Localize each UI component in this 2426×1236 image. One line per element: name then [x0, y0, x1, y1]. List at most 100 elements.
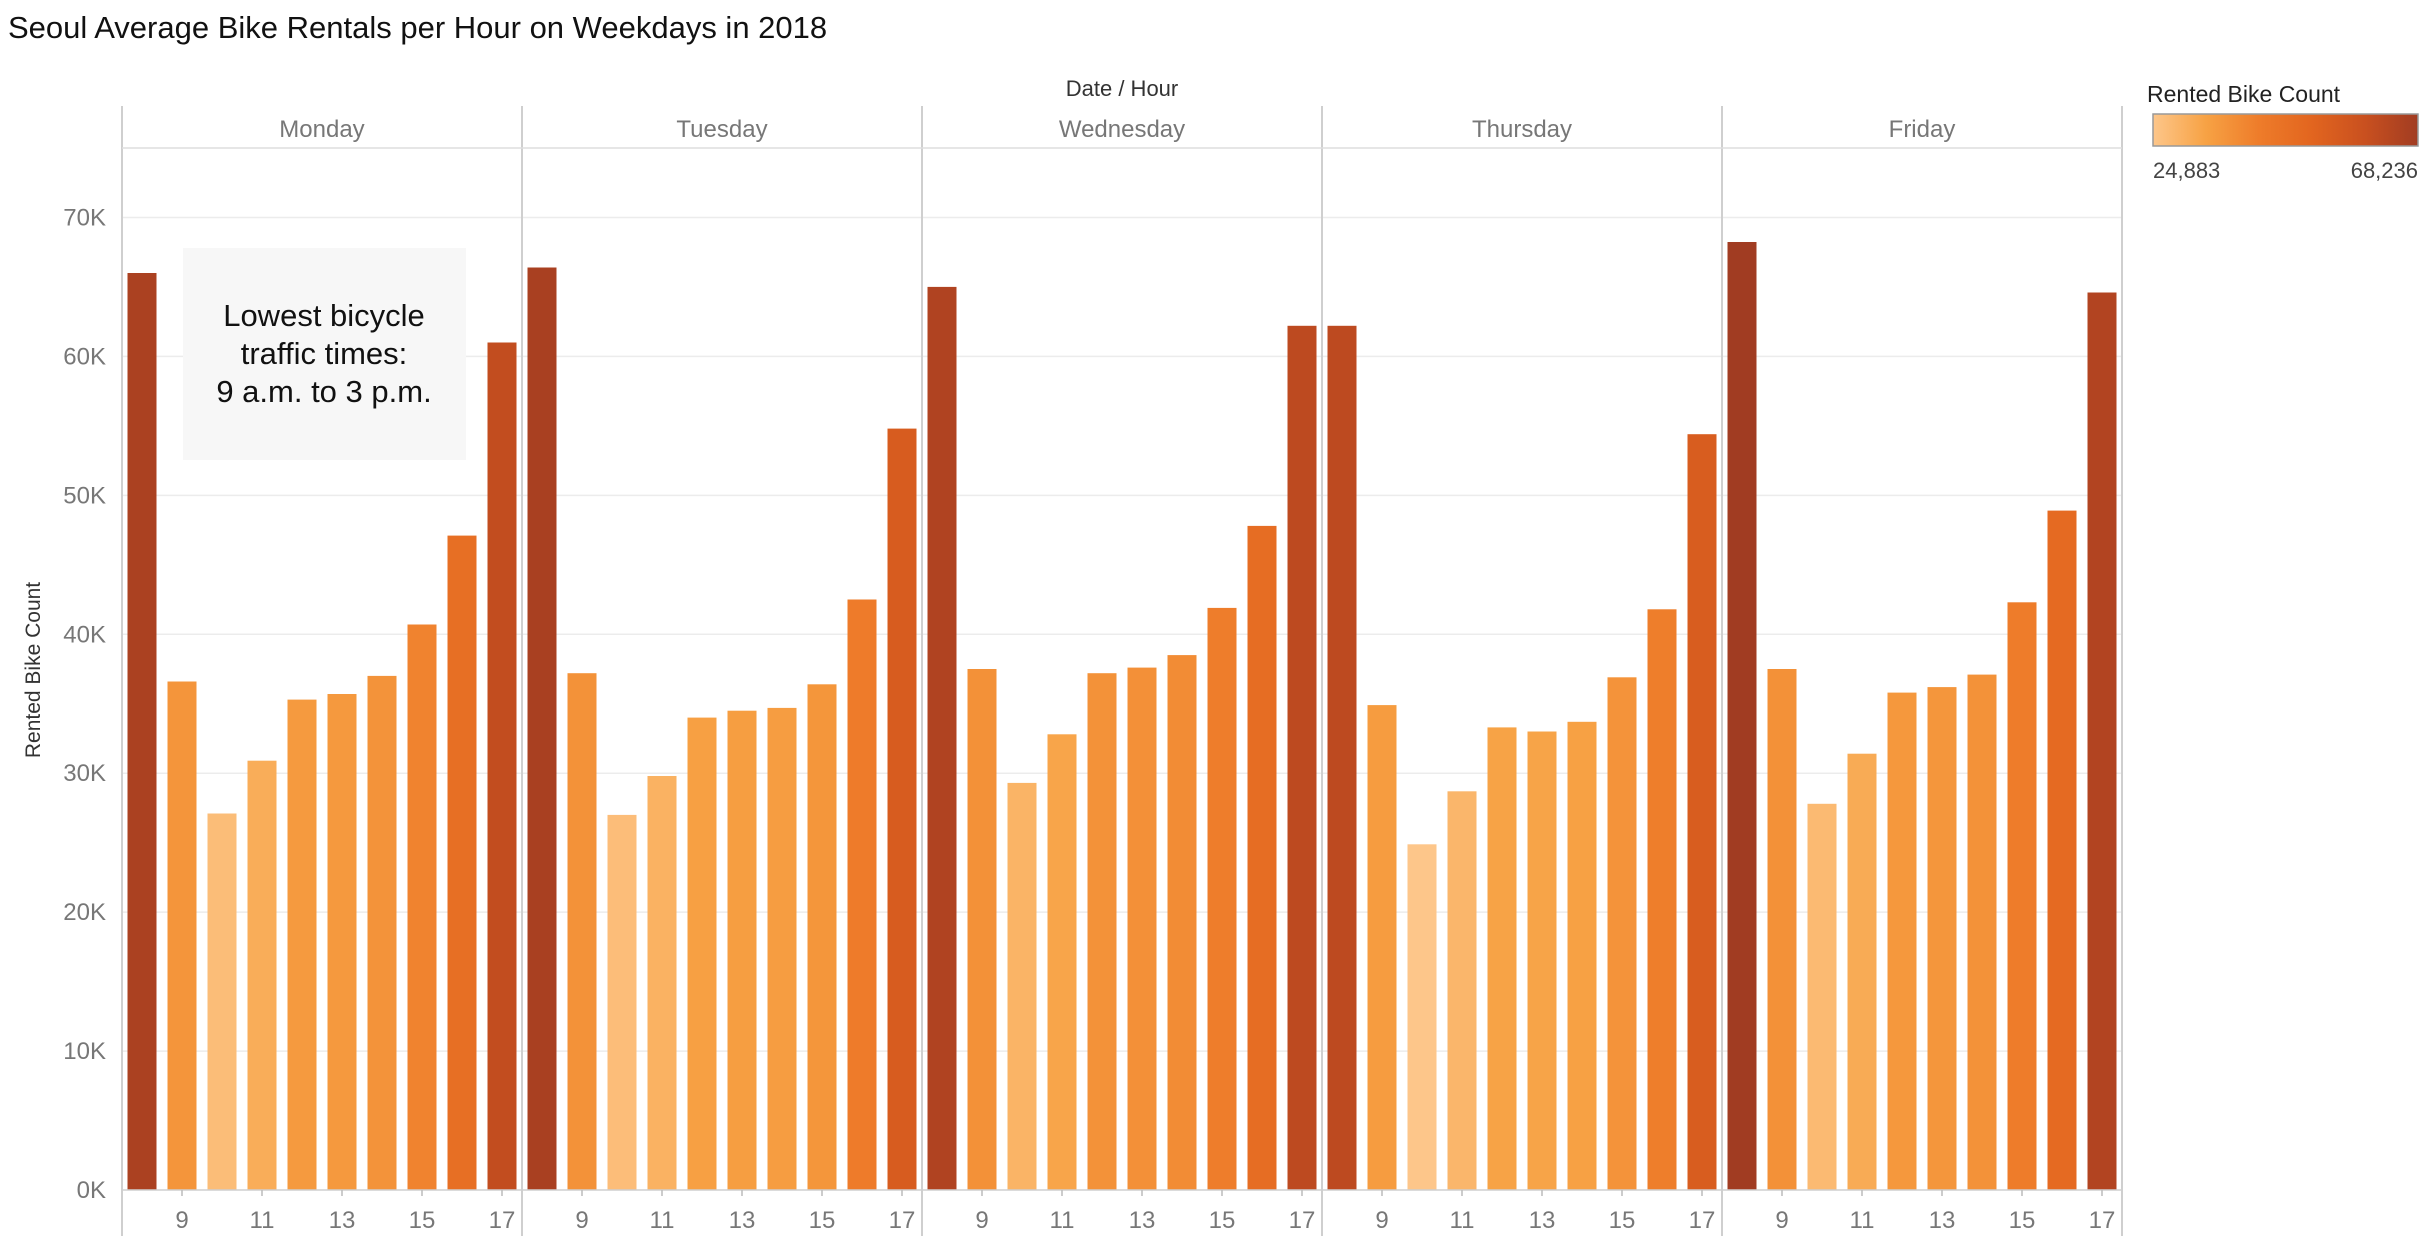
bar	[1927, 687, 1957, 1190]
x-tick-label: 13	[1529, 1207, 1556, 1234]
x-tick-label: 9	[175, 1207, 188, 1234]
x-tick-label: 9	[1375, 1207, 1388, 1234]
bar	[647, 776, 677, 1190]
y-tick-label: 20K	[63, 899, 106, 926]
x-tick-label: 15	[809, 1207, 836, 1234]
y-tick-label: 0K	[77, 1177, 106, 1204]
legend-color-ramp	[2152, 113, 2419, 147]
panel-header-friday: Friday	[1889, 116, 1956, 143]
bar	[687, 717, 717, 1190]
y-tick-label: 70K	[63, 204, 106, 231]
axis-ticks: 0K 10K 20K 30K 40K 50K 60K 70K 9 11 13 15 17 Monday 9 1…	[63, 116, 2115, 1234]
bar	[1287, 325, 1317, 1190]
chart-title: Seoul Average Bike Rentals per Hour on W…	[8, 10, 828, 45]
bar	[1127, 667, 1157, 1190]
column-header: Date / Hour	[1066, 76, 1179, 101]
bar	[2047, 510, 2077, 1191]
y-tick-label: 60K	[63, 343, 106, 370]
x-tick-label: 11	[250, 1207, 275, 1234]
bar	[1407, 844, 1437, 1190]
x-tick-label: 9	[575, 1207, 588, 1234]
panel-header-monday: Monday	[279, 116, 364, 143]
bar	[1047, 734, 1077, 1190]
bar	[527, 267, 557, 1190]
bar	[487, 342, 517, 1190]
y-tick-label: 10K	[63, 1038, 106, 1065]
y-tick-label: 50K	[63, 482, 106, 509]
bar	[167, 681, 197, 1190]
x-tick-label: 17	[1689, 1207, 1716, 1234]
x-tick-label: 15	[2009, 1207, 2036, 1234]
annotation-background	[183, 248, 466, 460]
bar	[607, 814, 637, 1190]
bar	[1327, 325, 1357, 1190]
bar	[407, 624, 437, 1190]
y-axis-label: Rented Bike Count	[22, 582, 45, 758]
y-tick-label: 30K	[63, 760, 106, 787]
annotation-box: Lowest bicycle traffic times: 9 a.m. to …	[183, 248, 466, 460]
x-tick-label: 15	[1609, 1207, 1636, 1234]
annotation-line: 9 a.m. to 3 p.m.	[216, 374, 431, 409]
y-tick-label: 40K	[63, 621, 106, 648]
color-legend: Rented Bike Count 24,883 68,236	[2147, 81, 2419, 183]
bar	[927, 286, 957, 1190]
x-tick-label: 11	[650, 1207, 675, 1234]
bar	[1567, 721, 1597, 1190]
bar	[1207, 607, 1237, 1190]
x-tick-label: 9	[975, 1207, 988, 1234]
bar	[727, 710, 757, 1190]
bars	[127, 242, 2117, 1191]
bar	[127, 273, 157, 1190]
x-tick-label: 11	[1450, 1207, 1475, 1234]
legend-title: Rented Bike Count	[2147, 81, 2341, 107]
bar	[1007, 782, 1037, 1190]
bar	[767, 707, 797, 1190]
bar	[1527, 731, 1557, 1190]
bar	[1367, 705, 1397, 1190]
x-tick-label: 15	[1209, 1207, 1236, 1234]
x-tick-label: 17	[889, 1207, 916, 1234]
bar	[207, 813, 237, 1190]
bar	[1607, 677, 1637, 1190]
x-tick-label: 11	[1050, 1207, 1075, 1234]
x-tick-label: 17	[489, 1207, 516, 1234]
x-tick-label: 13	[329, 1207, 356, 1234]
bar	[1967, 674, 1997, 1190]
bar	[367, 675, 397, 1190]
bar	[967, 669, 997, 1190]
x-tick-label: 13	[729, 1207, 756, 1234]
x-tick-label: 9	[1775, 1207, 1788, 1234]
bar	[1647, 609, 1677, 1190]
panel-header-tuesday: Tuesday	[676, 116, 767, 143]
bar	[1847, 753, 1877, 1190]
bar	[247, 760, 277, 1190]
bar	[1767, 669, 1797, 1190]
bar	[847, 599, 877, 1190]
bar	[887, 428, 917, 1191]
bar	[567, 673, 597, 1190]
x-tick-label: 11	[1850, 1207, 1875, 1234]
bar	[1167, 655, 1197, 1190]
bar	[1887, 692, 1917, 1190]
bar	[447, 535, 477, 1190]
panel-frames	[121, 106, 2123, 1236]
legend-max-label: 68,236	[2351, 158, 2418, 183]
bar	[327, 694, 357, 1190]
bar	[807, 684, 837, 1190]
x-tick-label: 17	[2089, 1207, 2116, 1234]
x-tick-label: 15	[409, 1207, 436, 1234]
bar	[1727, 242, 1757, 1190]
bar	[1247, 525, 1277, 1190]
panel-header-thursday: Thursday	[1472, 116, 1572, 143]
bar	[1087, 673, 1117, 1190]
annotation-line: traffic times:	[241, 336, 408, 371]
bar	[2007, 602, 2037, 1190]
bar	[287, 699, 317, 1190]
bar	[1487, 727, 1517, 1190]
bar	[1447, 791, 1477, 1190]
bar	[1807, 803, 1837, 1190]
x-tick-label: 13	[1929, 1207, 1956, 1234]
x-tick-label: 17	[1289, 1207, 1316, 1234]
panel-header-wednesday: Wednesday	[1059, 116, 1185, 143]
